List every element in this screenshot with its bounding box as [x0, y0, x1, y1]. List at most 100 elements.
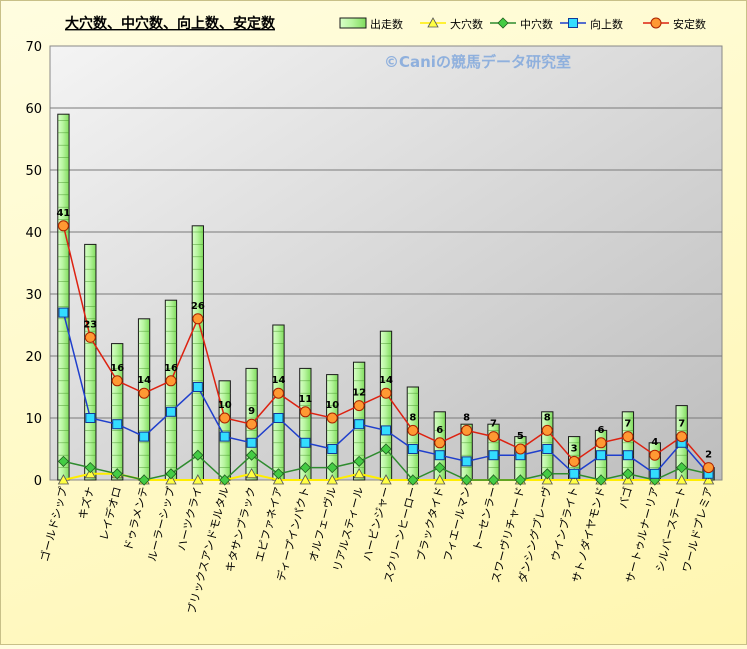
- legend-label: 中穴数: [520, 17, 553, 31]
- watermark-text: ©Caniの競馬データ研究室: [384, 53, 571, 71]
- point-安定数: [622, 431, 634, 443]
- point-向上数: [381, 425, 391, 436]
- point-向上数: [569, 468, 580, 479]
- point-安定数: [703, 462, 715, 474]
- data-label: 9: [248, 406, 255, 417]
- point-安定数: [299, 406, 311, 418]
- data-label: 8: [409, 412, 416, 423]
- y-tick-label: 70: [25, 40, 42, 55]
- point-中穴数: [595, 474, 607, 486]
- point-向上数: [354, 419, 365, 430]
- point-向上数: [300, 437, 311, 448]
- point-中穴数: [380, 443, 392, 455]
- point-大穴数: [434, 474, 446, 485]
- point-中穴数: [622, 468, 634, 480]
- point-向上数: [273, 413, 284, 423]
- legend-marker: [427, 17, 439, 28]
- point-中穴数: [111, 468, 123, 480]
- point-大穴数: [272, 474, 285, 485]
- point-安定数: [461, 424, 473, 436]
- x-tick-label: トーセンラー: [471, 485, 501, 552]
- point-安定数: [138, 387, 150, 399]
- data-label: 5: [517, 431, 524, 442]
- point-大穴数: [326, 474, 338, 485]
- x-tick-label: ルーラーシップ: [145, 485, 177, 563]
- legend-swatch: [339, 17, 367, 29]
- x-tick-label: オルフェーヴル: [306, 485, 339, 563]
- data-label: 23: [83, 319, 97, 330]
- point-安定数: [407, 424, 419, 436]
- y-tick-label: 10: [25, 412, 42, 427]
- point-中穴数: [138, 474, 150, 486]
- point-安定数: [353, 400, 365, 412]
- legend-marker: [650, 17, 662, 29]
- point-安定数: [111, 375, 123, 387]
- bar-出走数: [137, 318, 151, 481]
- bar-出走数: [111, 343, 124, 481]
- data-labels: 41 23 16 14 16 26 10 9 14 11 10 12 14 8 6 8 7 5 8 3 6 7 4 7 2: [56, 208, 712, 461]
- point-中穴数: [407, 474, 419, 486]
- point-安定数: [568, 455, 580, 467]
- point-大穴数: [353, 467, 365, 479]
- data-label: 4: [651, 437, 658, 448]
- point-向上数: [58, 307, 69, 318]
- point-中穴数: [514, 474, 526, 486]
- data-label: 6: [436, 425, 443, 436]
- data-label: 14: [137, 375, 151, 386]
- chart-title: 大穴数、中穴数、向上数、安定数: [65, 15, 276, 32]
- point-安定数: [434, 437, 446, 449]
- point-大穴数: [568, 474, 580, 485]
- data-label: 2: [705, 450, 712, 461]
- point-安定数: [326, 412, 338, 424]
- legend-label: 出走数: [370, 17, 403, 31]
- point-安定数: [84, 331, 96, 343]
- point-向上数: [139, 431, 150, 442]
- legend-label: 大穴数: [450, 17, 483, 31]
- point-中穴数: [461, 474, 473, 486]
- point-向上数: [596, 450, 607, 461]
- x-tick-label: ハーツクライ: [175, 485, 205, 552]
- x-tick-label: バゴ: [616, 485, 635, 510]
- markers: [57, 220, 715, 486]
- point-安定数: [165, 375, 177, 387]
- point-中穴数: [487, 474, 500, 486]
- point-向上数: [488, 450, 499, 461]
- point-向上数: [112, 419, 123, 430]
- x-tick-label: エピファネイア: [253, 485, 285, 563]
- y-tick-label: 50: [25, 164, 42, 179]
- point-大穴数: [676, 474, 688, 485]
- point-大穴数: [192, 474, 204, 485]
- point-大穴数: [541, 474, 553, 485]
- point-向上数: [407, 444, 418, 454]
- data-label: 11: [298, 394, 312, 405]
- point-向上数: [192, 382, 203, 392]
- point-中穴数: [326, 462, 338, 474]
- point-中穴数: [272, 468, 285, 480]
- legend: 出走数 大穴数 中穴数 向上数 安定数: [339, 17, 706, 31]
- x-tick-label: ドゥラメンテ: [121, 485, 151, 552]
- data-label: 8: [463, 412, 470, 423]
- point-安定数: [488, 431, 500, 443]
- x-tick-label: ブラックタイド: [413, 485, 446, 563]
- x-tick-label: ウインブライト: [548, 485, 581, 563]
- bar-出走数: [272, 324, 285, 481]
- x-tick-label: キズナ: [75, 485, 97, 520]
- point-大穴数: [380, 474, 392, 485]
- data-label: 10: [325, 400, 339, 411]
- point-中穴数: [434, 462, 446, 474]
- point-中穴数: [541, 468, 553, 480]
- point-向上数: [461, 456, 472, 467]
- data-label: 14: [379, 375, 393, 386]
- x-tick-label: ゴールドシップ: [37, 485, 70, 563]
- point-安定数: [380, 387, 392, 399]
- point-大穴数: [702, 474, 715, 485]
- x-tick-label: ハービンジャー: [361, 485, 393, 562]
- y-tick-label: 20: [25, 350, 42, 365]
- data-label: 41: [56, 208, 70, 219]
- legend-marker: [568, 18, 578, 28]
- point-中穴数: [353, 455, 365, 467]
- data-label: 8: [544, 412, 551, 423]
- point-向上数: [246, 437, 257, 448]
- point-向上数: [622, 450, 633, 461]
- point-中穴数: [165, 468, 177, 480]
